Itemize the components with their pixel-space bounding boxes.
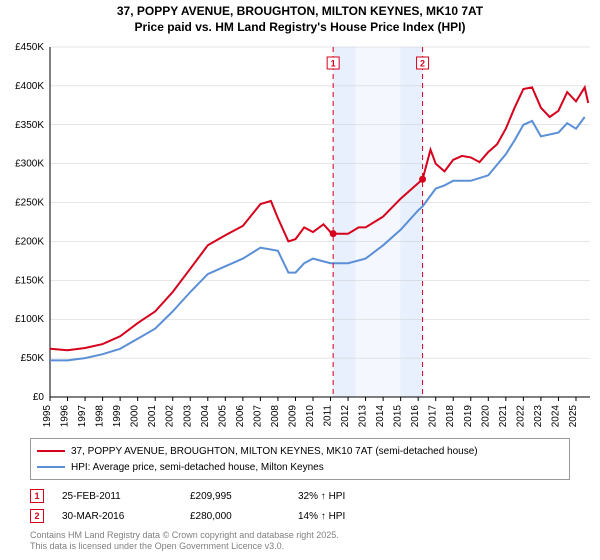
svg-text:2: 2 bbox=[420, 59, 425, 69]
svg-text:2020: 2020 bbox=[480, 405, 491, 428]
svg-text:2005: 2005 bbox=[217, 405, 228, 428]
svg-text:2000: 2000 bbox=[130, 405, 141, 428]
svg-text:£350K: £350K bbox=[15, 120, 44, 131]
svg-text:£200K: £200K bbox=[15, 237, 44, 248]
svg-text:£150K: £150K bbox=[15, 276, 44, 287]
sale-marker-icon: 2 bbox=[30, 509, 44, 523]
title-line-1: 37, POPPY AVENUE, BROUGHTON, MILTON KEYN… bbox=[10, 4, 590, 20]
svg-text:2022: 2022 bbox=[515, 405, 526, 428]
svg-text:£50K: £50K bbox=[21, 353, 45, 364]
legend-swatch bbox=[37, 450, 65, 452]
fineprint-line-2: This data is licensed under the Open Gov… bbox=[30, 541, 570, 552]
sale-price: £280,000 bbox=[190, 511, 280, 522]
legend-item: 37, POPPY AVENUE, BROUGHTON, MILTON KEYN… bbox=[37, 443, 563, 459]
svg-text:2015: 2015 bbox=[393, 405, 404, 428]
svg-text:2021: 2021 bbox=[498, 405, 509, 428]
svg-text:2007: 2007 bbox=[252, 405, 263, 428]
legend-label: HPI: Average price, semi-detached house,… bbox=[71, 462, 324, 473]
svg-text:2016: 2016 bbox=[410, 405, 421, 428]
fineprint-line-1: Contains HM Land Registry data © Crown c… bbox=[30, 530, 570, 541]
sale-diff: 14% ↑ HPI bbox=[298, 511, 408, 522]
sale-date: 30-MAR-2016 bbox=[62, 511, 172, 522]
series-hpi bbox=[50, 117, 585, 360]
svg-text:2024: 2024 bbox=[550, 405, 561, 428]
svg-text:2001: 2001 bbox=[147, 405, 158, 428]
legend-item: HPI: Average price, semi-detached house,… bbox=[37, 459, 563, 475]
svg-text:2006: 2006 bbox=[235, 405, 246, 428]
svg-text:2011: 2011 bbox=[323, 405, 334, 427]
series-price_paid bbox=[50, 88, 588, 351]
title-line-2: Price paid vs. HM Land Registry's House … bbox=[10, 20, 590, 36]
svg-text:2004: 2004 bbox=[200, 405, 211, 428]
chart-area: £0 £50K £100K £150K £200K £250K £300K £350K £400… bbox=[0, 37, 600, 432]
legend-label: 37, POPPY AVENUE, BROUGHTON, MILTON KEYN… bbox=[71, 446, 478, 457]
svg-text:1998: 1998 bbox=[95, 405, 106, 428]
svg-text:2025: 2025 bbox=[568, 405, 579, 428]
svg-text:2009: 2009 bbox=[287, 405, 298, 428]
svg-text:2008: 2008 bbox=[270, 405, 281, 428]
sale-diff: 32% ↑ HPI bbox=[298, 491, 408, 502]
sale-row: 2 30-MAR-2016 £280,000 14% ↑ HPI bbox=[30, 506, 570, 526]
sale-date: 25-FEB-2011 bbox=[62, 491, 172, 502]
line-chart: £0 £50K £100K £150K £200K £250K £300K £350K £400… bbox=[0, 37, 600, 432]
legend-swatch bbox=[37, 466, 65, 468]
legend: 37, POPPY AVENUE, BROUGHTON, MILTON KEYN… bbox=[30, 438, 570, 480]
chart-title: 37, POPPY AVENUE, BROUGHTON, MILTON KEYN… bbox=[0, 0, 600, 37]
fineprint: Contains HM Land Registry data © Crown c… bbox=[30, 530, 570, 552]
sale-marker-icon: 1 bbox=[30, 489, 44, 503]
svg-text:1: 1 bbox=[331, 59, 336, 69]
svg-text:2010: 2010 bbox=[305, 405, 316, 428]
svg-text:2014: 2014 bbox=[375, 405, 386, 428]
svg-text:2013: 2013 bbox=[358, 405, 369, 428]
svg-text:2018: 2018 bbox=[445, 405, 456, 428]
svg-text:£450K: £450K bbox=[15, 42, 44, 53]
sale-price: £209,995 bbox=[190, 491, 280, 502]
sales-table: 1 25-FEB-2011 £209,995 32% ↑ HPI 2 30-MAR-201… bbox=[30, 486, 570, 526]
svg-text:1995: 1995 bbox=[42, 405, 53, 428]
sale-row: 1 25-FEB-2011 £209,995 32% ↑ HPI bbox=[30, 486, 570, 506]
svg-text:£250K: £250K bbox=[15, 198, 44, 209]
svg-text:£100K: £100K bbox=[15, 314, 44, 325]
svg-text:1996: 1996 bbox=[60, 405, 71, 428]
svg-text:£0: £0 bbox=[33, 392, 45, 403]
svg-text:2019: 2019 bbox=[463, 405, 474, 428]
svg-text:1997: 1997 bbox=[77, 405, 88, 428]
svg-text:£300K: £300K bbox=[15, 159, 44, 170]
svg-text:2012: 2012 bbox=[340, 405, 351, 428]
svg-text:1999: 1999 bbox=[112, 405, 123, 428]
svg-text:£400K: £400K bbox=[15, 81, 44, 92]
svg-text:2023: 2023 bbox=[533, 405, 544, 428]
svg-text:2003: 2003 bbox=[182, 405, 193, 428]
svg-text:2017: 2017 bbox=[428, 405, 439, 428]
svg-text:2002: 2002 bbox=[165, 405, 176, 428]
